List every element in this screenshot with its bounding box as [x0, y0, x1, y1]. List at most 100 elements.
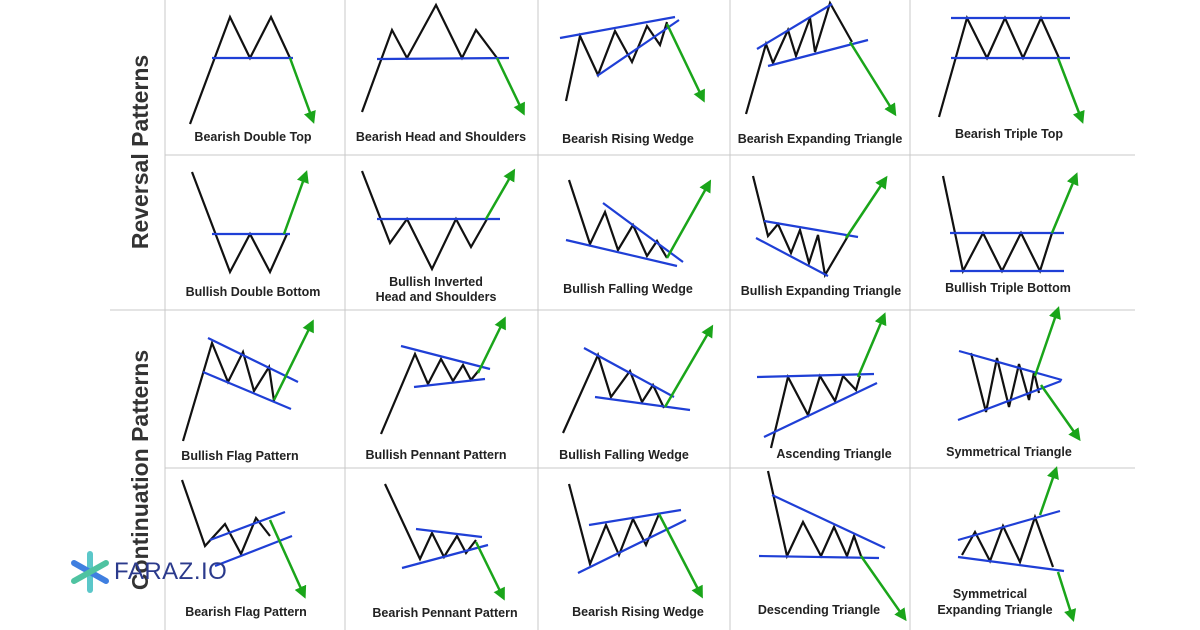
pattern-cell: Bullish Triple Bottom: [941, 172, 1079, 295]
pattern-label: Bullish Flag Pattern: [181, 449, 298, 463]
price-line: [937, 14, 1061, 118]
upper-trendline: [756, 3, 833, 50]
breakout-arrow: [663, 324, 714, 408]
pattern-label: Descending Triangle: [758, 603, 880, 617]
pattern-cell: Bearish Flag Pattern: [180, 479, 307, 619]
upper-trendline: [559, 15, 676, 40]
breakout-arrow: [268, 519, 307, 599]
breakout-arrow: [844, 175, 888, 239]
lower-trendline: [413, 377, 486, 389]
logo-mark-icon: [71, 551, 109, 593]
section-title-reversal: Reversal Patterns: [127, 55, 153, 249]
pattern-label: Bullish Expanding Triangle: [741, 284, 901, 298]
breakout-arrow: [282, 170, 309, 235]
pattern-cell: Bearish Triple Top: [937, 14, 1085, 141]
pattern-label: Bearish Flag Pattern: [185, 605, 307, 619]
price-line: [941, 175, 1054, 275]
pattern-cell: Bullish Expanding Triangle: [741, 175, 901, 298]
breakout-arrow: [665, 23, 705, 103]
breakout-arrow: [476, 316, 506, 374]
breakout-arrow: [474, 541, 505, 601]
price-line: [181, 339, 276, 442]
section-title-continuation: Continuation Patterns: [127, 350, 153, 590]
pattern-cell: Ascending Triangle: [756, 312, 892, 461]
pattern-label: Bullish Falling Wedge: [559, 448, 689, 462]
upper-trendline: [415, 527, 483, 539]
logo-text: FARAZ.IO: [114, 558, 228, 585]
lower-trendline: [755, 237, 829, 277]
lower-trendline: [957, 555, 1065, 573]
pattern-cell: Bullish Falling Wedge: [563, 179, 712, 296]
upper-trendline: [207, 337, 299, 383]
pattern-label: Ascending Triangle: [776, 447, 891, 461]
upper-trendline: [209, 510, 286, 542]
pattern-cell: Bullish Flag Pattern: [181, 319, 314, 463]
price-line: [969, 352, 1041, 413]
pattern-label: Bullish Falling Wedge: [563, 282, 693, 296]
lower-trendline: [565, 238, 678, 268]
price-line: [567, 483, 661, 568]
lower-trendline: [594, 395, 691, 412]
pattern-cell: Bullish Falling Wedge: [559, 324, 714, 462]
pattern-label: Bearish Triple Top: [955, 127, 1063, 141]
logo: FARAZ.IO: [68, 548, 228, 596]
upper-trendline: [958, 349, 1063, 382]
breakout-arrow: [288, 57, 316, 124]
pattern-cell: Bearish Pennant Pattern: [372, 483, 518, 620]
lower-trendline: [401, 543, 489, 570]
breakout-arrow: [484, 168, 516, 220]
upper-trendline: [763, 219, 859, 239]
pattern-cell: Bullish Pennant Pattern: [366, 316, 507, 462]
breakout-arrow: [1050, 172, 1079, 234]
breakout-arrow-down: [1039, 384, 1081, 442]
breakout-arrow: [657, 513, 703, 599]
lower-trendline: [596, 19, 680, 77]
pattern-cell: Symmetrical Expanding Triangle: [937, 466, 1077, 622]
breakout-arrow: [495, 57, 525, 116]
pattern-cell: Bearish Rising Wedge: [567, 483, 704, 619]
pattern-label: Bullish Double Bottom: [186, 285, 321, 299]
price-line: [379, 351, 481, 435]
pattern-label: Bearish Double Top: [194, 130, 312, 144]
breakout-arrow: [848, 41, 897, 117]
pattern-cell: Bearish Head and Shoulders: [356, 2, 526, 144]
pattern-cell: Bearish Expanding Triangle: [738, 0, 902, 146]
neckline: [376, 56, 510, 61]
lower-trendline: [577, 519, 687, 574]
pattern-cell: Bearish Double Top: [188, 14, 316, 144]
pattern-label: Bearish Head and Shoulders: [356, 130, 526, 144]
price-line: [769, 373, 862, 449]
pattern-label: Bearish Rising Wedge: [562, 132, 694, 146]
breakout-arrow-up: [1038, 466, 1059, 516]
price-line: [564, 21, 669, 102]
pattern-label: Bearish Pennant Pattern: [372, 606, 517, 620]
price-line: [190, 171, 289, 275]
breakout-arrow: [859, 555, 907, 622]
pattern-cell: Symmetrical Triangle: [946, 306, 1081, 459]
upper-trendline: [400, 344, 491, 371]
price-line: [360, 170, 488, 272]
price-line: [384, 483, 477, 562]
pattern-label: Symmetrical Triangle: [946, 445, 1072, 459]
pattern-cell: Bullish Inverted Head and Shoulders: [360, 168, 516, 304]
price-line: [180, 479, 271, 557]
lower-trendline: [202, 370, 292, 411]
pattern-label: Bullish Pennant Pattern: [366, 448, 507, 462]
lower-trendline: [763, 382, 878, 438]
price-line: [751, 175, 849, 279]
breakout-arrow: [856, 312, 887, 378]
pattern-cell: Bearish Rising Wedge: [559, 15, 705, 146]
upper-trendline: [588, 508, 682, 527]
pattern-label: Bullish Inverted Head and Shoulders: [376, 275, 497, 304]
breakout-arrow-down: [1056, 571, 1077, 622]
upper-trendline: [756, 372, 875, 379]
pattern-label: Bearish Rising Wedge: [572, 605, 704, 619]
breakout-arrow: [665, 179, 712, 259]
pattern-label: Symmetrical Expanding Triangle: [937, 587, 1052, 617]
breakout-arrow: [272, 319, 314, 401]
breakout-arrow-up: [1033, 306, 1061, 377]
price-line: [188, 14, 291, 125]
breakout-arrow: [1056, 57, 1085, 124]
grid-lines: [110, 0, 1135, 630]
price-line: [561, 351, 665, 434]
